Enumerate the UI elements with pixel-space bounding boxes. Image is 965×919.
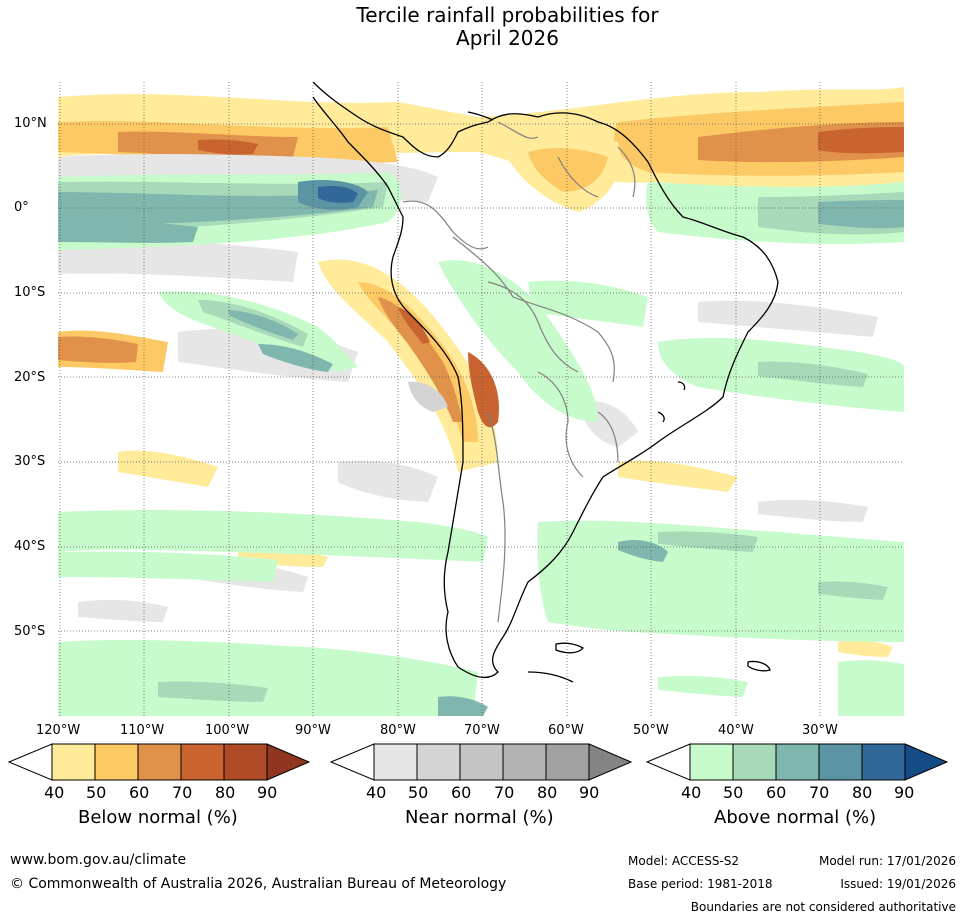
above-swatch-2 — [732, 743, 777, 781]
above-tick-50: 50 — [723, 783, 744, 802]
near-swatch-6 — [588, 743, 632, 781]
above-swatch-6 — [904, 743, 948, 781]
near-swatch-5 — [545, 743, 590, 781]
issued-text: Issued: 19/01/2026 — [840, 877, 956, 891]
colorbar-above-normal — [646, 743, 948, 781]
above-tick-70: 70 — [809, 783, 830, 802]
lon-label-90w: 90°W — [295, 723, 331, 738]
above-normal-label: Above normal (%) — [714, 807, 877, 828]
near-tick-40: 40 — [366, 783, 387, 802]
near-swatch-3 — [459, 743, 504, 781]
lon-label-30w: 30°W — [802, 723, 838, 738]
below-swatch-1 — [51, 743, 96, 781]
below-tick-80: 80 — [215, 783, 236, 802]
copyright-text: © Commonwealth of Australia 2026, Austra… — [10, 876, 507, 892]
lat-label-0: 0° — [14, 200, 29, 215]
above-normal-zones — [58, 172, 904, 716]
below-tick-50: 50 — [86, 783, 107, 802]
coastline — [312, 82, 779, 683]
below-swatch-2 — [94, 743, 139, 781]
above-swatch-1 — [689, 743, 734, 781]
above-tick-80: 80 — [852, 783, 873, 802]
below-tick-90: 90 — [257, 783, 278, 802]
chart-title: Tercile rainfall probabilities for April… — [0, 4, 965, 50]
lat-label-40s: 40°S — [14, 539, 46, 554]
above-swatch-3 — [775, 743, 820, 781]
lon-label-100w: 100°W — [205, 723, 250, 738]
lon-label-110w: 110°W — [120, 723, 165, 738]
website-link[interactable]: www.bom.gov.au/climate — [10, 852, 187, 868]
lon-label-60w: 60°W — [548, 723, 584, 738]
lat-label-50s: 50°S — [14, 624, 46, 639]
near-swatch-1 — [373, 743, 418, 781]
model-text: Model: ACCESS-S2 — [628, 854, 740, 868]
lat-label-20s: 20°S — [14, 370, 46, 385]
below-tick-70: 70 — [172, 783, 193, 802]
lat-label-10n: 10°N — [14, 116, 47, 131]
base-period-text: Base period: 1981-2018 — [628, 877, 773, 891]
probability-map — [58, 82, 904, 716]
below-swatch-4 — [180, 743, 225, 781]
below-tick-60: 60 — [129, 783, 150, 802]
below-swatch-6 — [266, 743, 310, 781]
above-tick-40: 40 — [681, 783, 702, 802]
lat-label-10s: 10°S — [14, 285, 46, 300]
below-swatch-3 — [137, 743, 182, 781]
lat-label-30s: 30°S — [14, 454, 46, 469]
colorbar-near-normal — [330, 743, 632, 781]
lon-label-50w: 50°W — [633, 723, 669, 738]
above-tick-60: 60 — [766, 783, 787, 802]
lon-label-120w: 120°W — [36, 723, 81, 738]
lon-label-40w: 40°W — [718, 723, 754, 738]
near-tick-90: 90 — [579, 783, 600, 802]
below-tick-40: 40 — [44, 783, 65, 802]
above-swatch-4 — [818, 743, 863, 781]
above-tick-90: 90 — [894, 783, 915, 802]
disclaimer-text: Boundaries are not considered authoritat… — [690, 900, 956, 914]
title-line-2: April 2026 — [456, 26, 559, 50]
near-normal-label: Near normal (%) — [405, 807, 554, 828]
near-tick-70: 70 — [494, 783, 515, 802]
lon-label-70w: 70°W — [464, 723, 500, 738]
below-swatch-5 — [223, 743, 268, 781]
lon-label-80w: 80°W — [380, 723, 416, 738]
near-tick-50: 50 — [408, 783, 429, 802]
near-swatch-4 — [502, 743, 547, 781]
below-normal-label: Below normal (%) — [78, 807, 238, 828]
map-canvas — [58, 82, 904, 716]
model-run-text: Model run: 17/01/2026 — [818, 854, 956, 868]
colorbar-below-normal — [8, 743, 310, 781]
title-line-1: Tercile rainfall probabilities for — [356, 3, 659, 27]
near-tick-80: 80 — [537, 783, 558, 802]
near-tick-60: 60 — [451, 783, 472, 802]
near-swatch-2 — [416, 743, 461, 781]
above-swatch-5 — [861, 743, 906, 781]
country-borders — [402, 121, 636, 623]
